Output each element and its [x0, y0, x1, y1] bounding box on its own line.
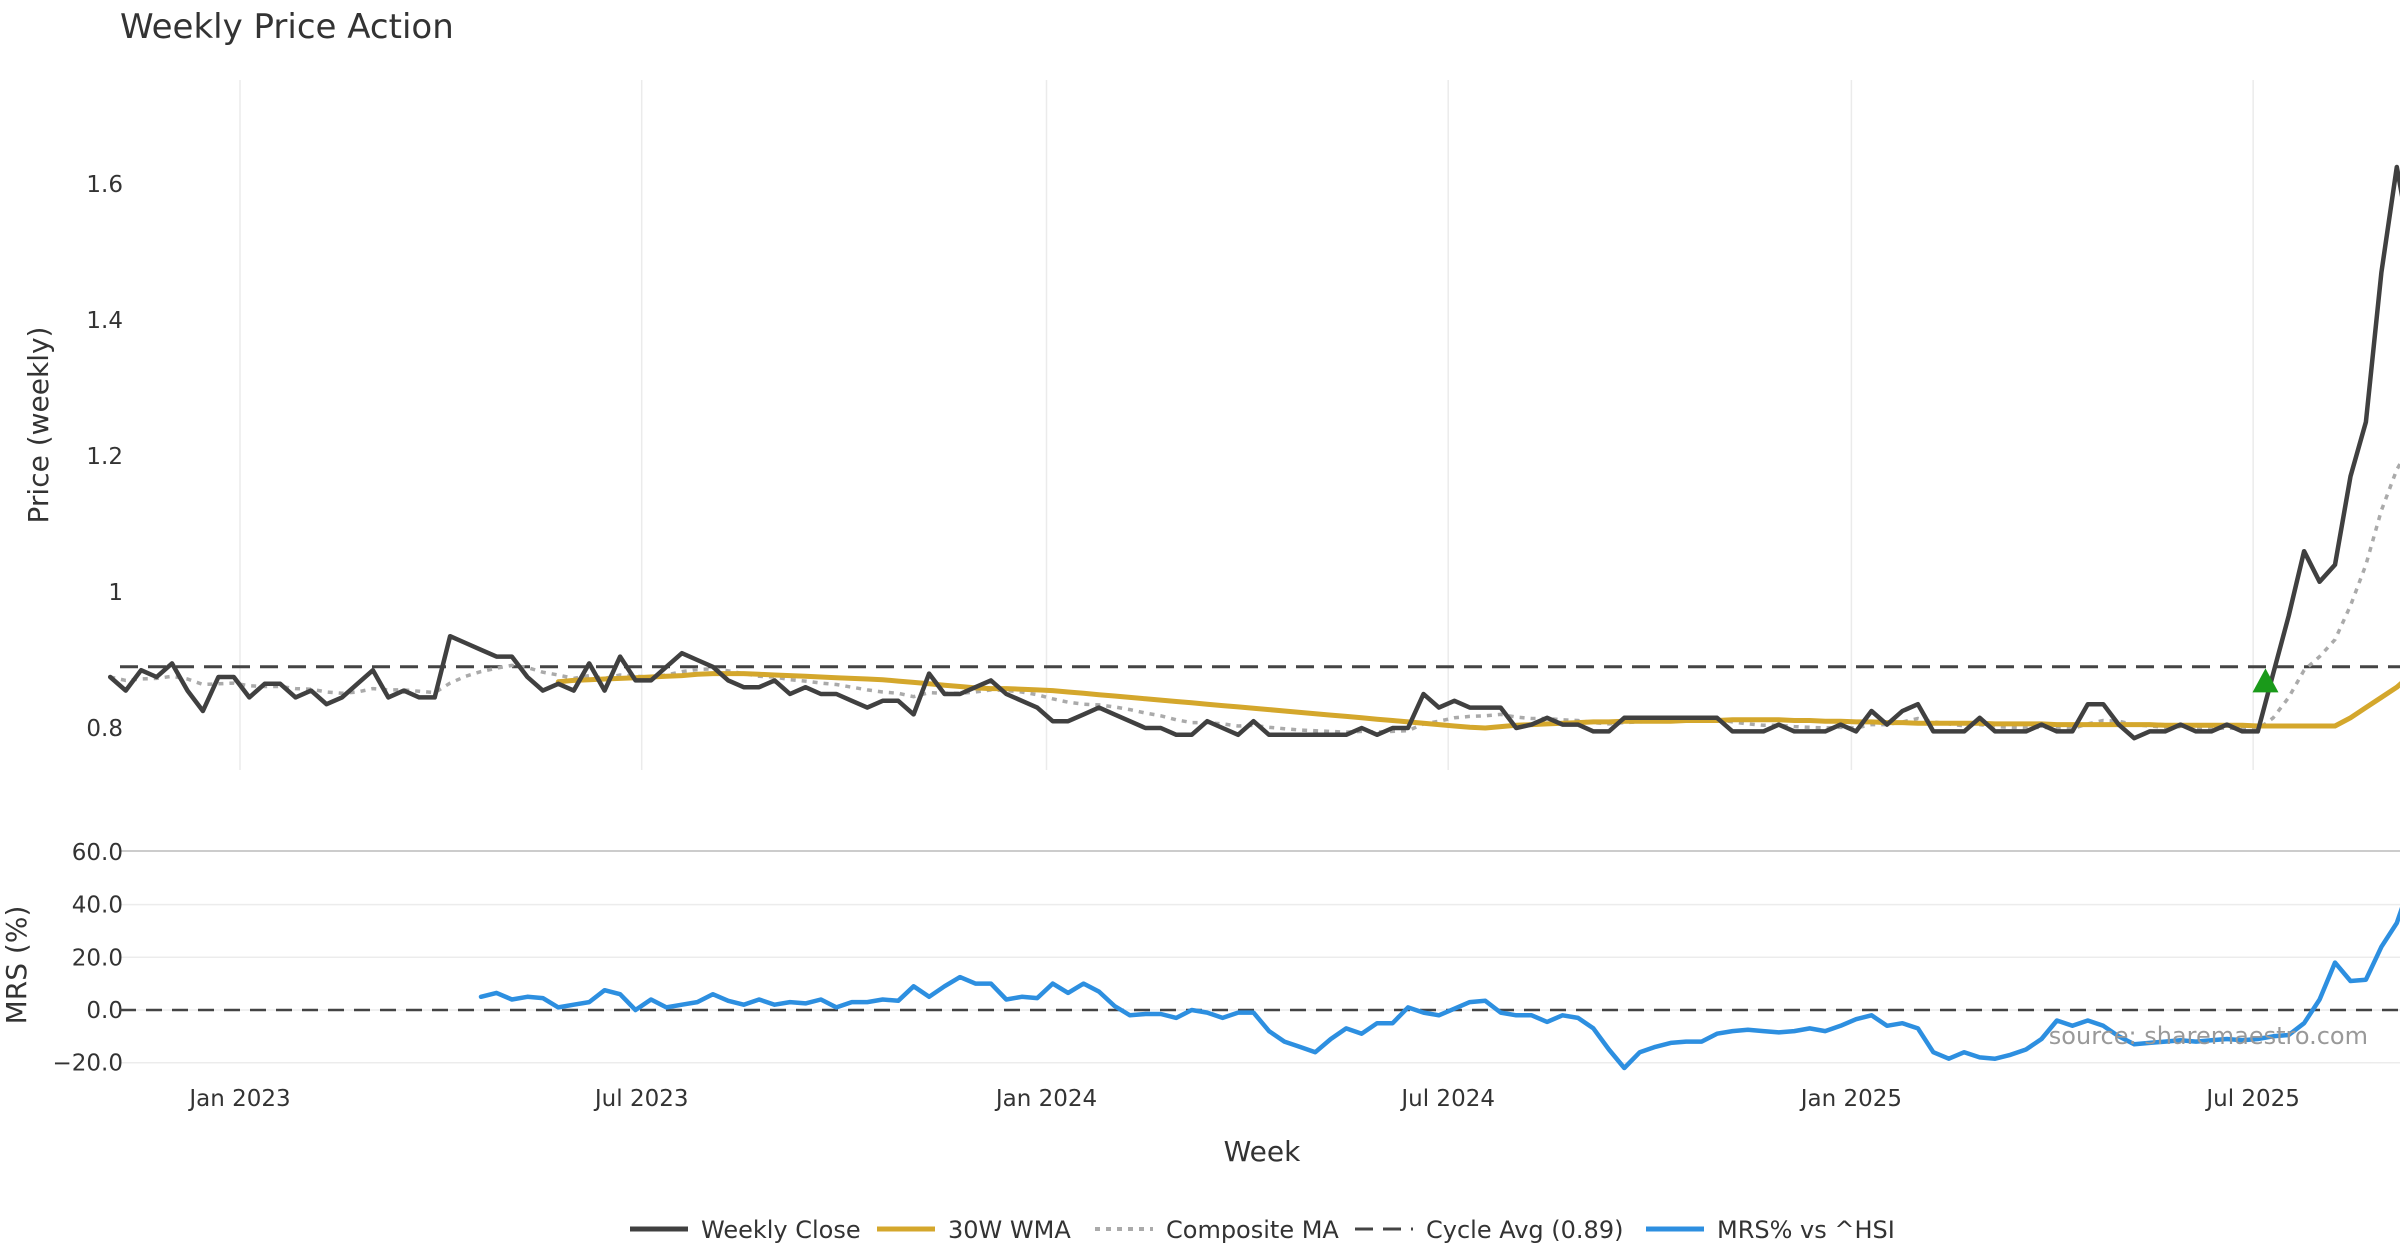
- x-tick-label: Jan 2023: [187, 1086, 290, 1112]
- series-layer: [107, 164, 2400, 1071]
- price-y-tick-label: 0.8: [86, 716, 123, 742]
- signal-marker-triangle: [2252, 668, 2279, 693]
- x-axis-label: Week: [1224, 1135, 1301, 1168]
- mrs-y-axis-label: MRS (%): [0, 906, 33, 1025]
- x-tick-labels: Jan 2023 Jul 2023 Jan 2024 Jul 2024 Jan 2025…: [187, 1086, 2300, 1112]
- mrs-y-tick-labels: 60.0 40.0 20.0 0.0 −20.0: [53, 840, 123, 1077]
- price-y-tick-labels: 0.8 1 1.2 1.4 1.6: [86, 172, 123, 742]
- price-panel-gridlines: [239, 80, 2254, 770]
- mrs-y-tick-label: −20.0: [53, 1051, 123, 1077]
- price-y-tick-label: 1: [108, 580, 123, 606]
- legend-label-30w-wma: 30W WMA: [948, 1216, 1071, 1244]
- chart-title: Weekly Price Action: [120, 7, 454, 47]
- x-tick-label: Jul 2025: [2204, 1086, 2300, 1112]
- mrs-y-tick-label: 20.0: [72, 945, 123, 971]
- mrs-y-tick-label: 60.0: [72, 840, 123, 866]
- price-y-tick-label: 1.2: [86, 444, 123, 470]
- x-tick-label: Jan 2025: [1799, 1086, 1902, 1112]
- legend-label-weekly-close: Weekly Close: [701, 1216, 861, 1244]
- x-tick-label: Jul 2024: [1399, 1086, 1495, 1112]
- x-tick-label: Jan 2024: [994, 1086, 1097, 1112]
- legend-label-mrs-vs-hsi: MRS% vs ^HSI: [1717, 1216, 1895, 1244]
- legend-label-composite-ma: Composite MA: [1166, 1216, 1339, 1244]
- legend: Weekly Close 30W WMA Composite MA Cycle Avg…: [630, 1216, 1895, 1244]
- series-line-composite-ma: [109, 460, 2400, 734]
- x-tick-label: Jul 2023: [593, 1086, 689, 1112]
- price-y-axis-label: Price (weekly): [22, 327, 55, 524]
- series-line-weekly-close: [107, 164, 2400, 741]
- series-line-mrs-vs-hsi: [478, 906, 2400, 1071]
- source-note: source: sharemaestro.com: [2049, 1022, 2368, 1050]
- mrs-y-tick-label: 40.0: [72, 893, 123, 919]
- mrs-y-tick-label: 0.0: [86, 998, 123, 1024]
- price-y-tick-label: 1.4: [86, 308, 123, 334]
- price-y-tick-label: 1.6: [86, 172, 123, 198]
- legend-label-cycle-avg-0-89: Cycle Avg (0.89): [1426, 1216, 1623, 1244]
